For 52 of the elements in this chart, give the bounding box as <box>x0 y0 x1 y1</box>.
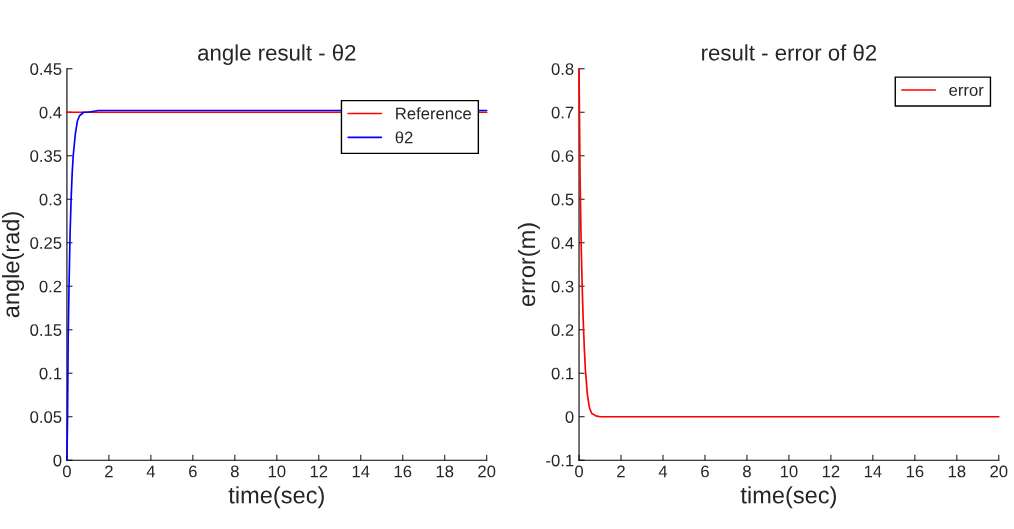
y-tick-label: 0 <box>53 454 62 467</box>
x-tick-label: 20 <box>990 465 1008 478</box>
x-tick-label: 20 <box>478 465 496 478</box>
legend-label: Reference <box>396 107 471 120</box>
y-tick-label: 0.6 <box>551 150 574 162</box>
y-tick-label: -0.1 <box>546 454 574 467</box>
x-tick-label: 16 <box>394 465 412 478</box>
x-axis-title: time(sec) <box>228 486 324 509</box>
x-tick-label: 16 <box>906 465 924 478</box>
chart-title: result - error of θ2 <box>702 44 877 61</box>
y-axis-title: angle(rad) <box>2 212 25 318</box>
y-tick-label: 0.2 <box>39 280 62 293</box>
y-tick-label: 0.8 <box>551 63 574 75</box>
y-tick-label: 0.4 <box>551 237 574 249</box>
y-tick-label: 0.35 <box>30 150 62 162</box>
x-tick-label: 8 <box>743 465 751 478</box>
x-tick-label: 0 <box>575 465 584 478</box>
x-tick-label: 18 <box>436 465 454 478</box>
x-axis-title: time(sec) <box>740 486 836 509</box>
x-tick-label: 18 <box>948 465 966 478</box>
x-tick-label: 0 <box>62 465 71 478</box>
y-tick-label: 0.1 <box>551 367 574 380</box>
y-tick-label: 0.3 <box>39 193 62 206</box>
x-tick-label: 10 <box>780 465 798 478</box>
x-tick-label: 10 <box>268 465 286 478</box>
x-tick-label: 8 <box>230 465 239 478</box>
line-series <box>578 67 1000 418</box>
y-tick-label: 0.1 <box>39 367 62 380</box>
x-tick-label: 4 <box>658 465 668 478</box>
y-tick-label: 0.4 <box>39 106 62 119</box>
y-tick-label: 0.05 <box>30 411 62 423</box>
y-tick-label: 0.3 <box>551 280 574 293</box>
x-tick-label: 2 <box>617 465 625 478</box>
x-tick-label: 6 <box>189 465 197 478</box>
y-tick-label: 0.25 <box>30 237 62 249</box>
x-tick-label: 12 <box>822 465 840 478</box>
y-tick-label: 0.45 <box>30 63 62 75</box>
legend-label: θ2 <box>395 131 413 144</box>
x-tick-label: 2 <box>105 465 113 478</box>
x-tick-label: 14 <box>864 465 882 478</box>
y-axis-title: error(m) <box>517 223 540 307</box>
y-tick-label: 0.15 <box>30 324 62 336</box>
y-tick-label: 0.2 <box>551 324 574 336</box>
y-tick-label: 0 <box>565 411 574 423</box>
x-tick-label: 4 <box>146 465 156 478</box>
x-tick-label: 14 <box>352 465 370 478</box>
y-tick-label: 0.5 <box>551 193 574 206</box>
x-tick-label: 6 <box>701 465 709 478</box>
chart-title: angle result - θ2 <box>198 44 356 66</box>
x-tick-label: 12 <box>310 465 328 478</box>
y-tick-label: 0.7 <box>551 106 574 119</box>
legend-label: error <box>949 86 984 97</box>
